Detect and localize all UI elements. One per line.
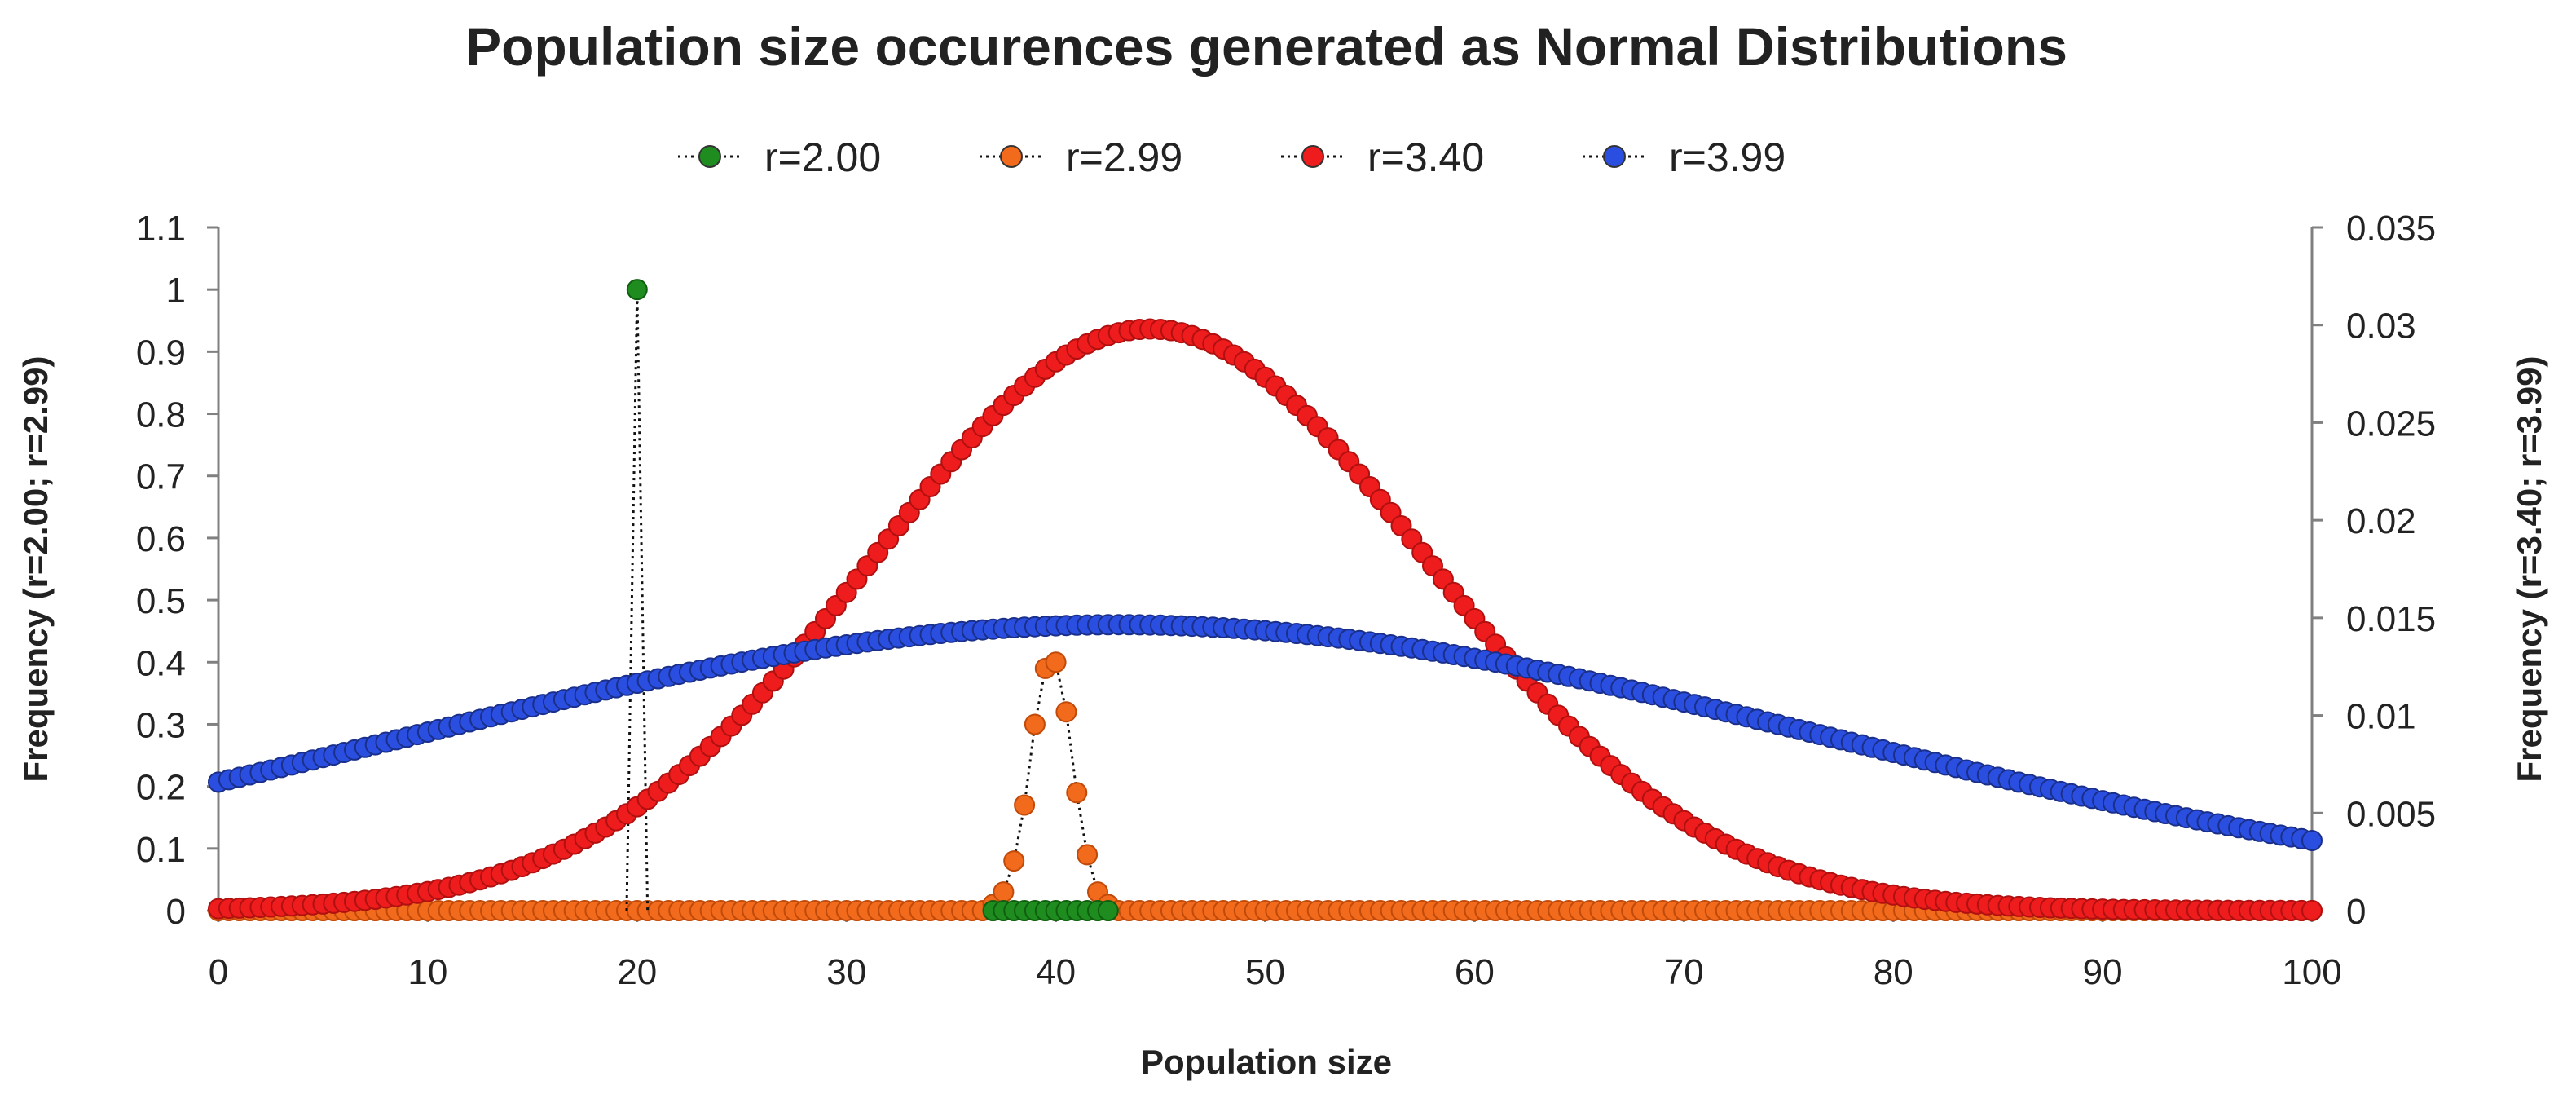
y-left-tick-label: 0: [166, 892, 186, 932]
x-tick-label: 40: [1036, 952, 1076, 992]
data-point: [1097, 900, 1119, 921]
y-right-tick-label: 0.035: [2346, 209, 2436, 249]
y-right-tick-label: 0.01: [2346, 697, 2416, 737]
series-r-3-40: [208, 318, 2323, 921]
y-axis-left-title: Frequency (r=2.00; r=2.99): [16, 356, 55, 783]
data-point: [1077, 844, 1099, 866]
x-tick-label: 90: [2083, 952, 2123, 992]
legend-item: r=2.99: [980, 135, 1182, 180]
legend-item: r=2.00: [678, 135, 881, 180]
x-tick-label: 30: [826, 952, 866, 992]
legend-label: r=2.00: [764, 135, 881, 180]
y-left-tick-label: 0.9: [136, 333, 186, 373]
series-line: [218, 623, 2313, 842]
y-left-tick-label: 0.8: [136, 395, 186, 435]
series-r-2-00: [625, 279, 1119, 921]
data-point: [1045, 651, 1067, 673]
legend-marker: [1603, 145, 1626, 168]
data-point: [1024, 713, 1046, 735]
y-right-tick-label: 0.025: [2346, 404, 2436, 443]
legend: r=2.00 r=2.99 r=3.40 r=3.99: [678, 135, 1786, 180]
series-r-3-99: [208, 614, 2323, 851]
y-left-tick-label: 1.1: [136, 209, 186, 249]
legend-marker: [698, 145, 721, 168]
y-left-tick-label: 0.3: [136, 705, 186, 745]
y-left-tick-label: 0.7: [136, 457, 186, 497]
data-point: [993, 881, 1015, 903]
y-right-tick-label: 0.015: [2346, 599, 2436, 639]
y-left-tick-label: 0.4: [136, 643, 186, 683]
y-left-tick-label: 0.6: [136, 519, 186, 559]
x-tick-label: 70: [1664, 952, 1704, 992]
series-line: [218, 327, 2312, 912]
data-point: [626, 279, 648, 301]
x-axis-title: Population size: [1141, 1043, 1392, 1081]
legend-label: r=3.40: [1367, 135, 1484, 180]
legend-label: r=2.99: [1066, 135, 1182, 180]
axis-ticks: 0 10 20 30 40 50 60 70 80 90 10000.10.20.30.40.50.…: [136, 209, 2436, 992]
x-tick-label: 80: [1874, 952, 1913, 992]
series-layer: [208, 279, 2323, 921]
legend-item: r=3.40: [1281, 135, 1484, 180]
y-right-tick-label: 0.005: [2346, 794, 2436, 834]
y-right-tick-label: 0: [2346, 892, 2366, 932]
data-point: [1066, 782, 1088, 804]
legend-label: r=3.99: [1669, 135, 1786, 180]
x-tick-label: 60: [1455, 952, 1495, 992]
x-tick-label: 100: [2282, 952, 2341, 992]
y-right-tick-label: 0.02: [2346, 501, 2416, 541]
x-tick-label: 20: [617, 952, 657, 992]
y-left-tick-label: 0.1: [136, 830, 186, 870]
data-point: [1003, 850, 1025, 872]
legend-item: r=3.99: [1583, 135, 1786, 180]
y-axis-right-title: Frequency (r=3.40; r=3.99): [2510, 356, 2548, 783]
y-right-tick-label: 0.03: [2346, 307, 2416, 346]
x-tick-label: 10: [407, 952, 447, 992]
data-point: [2301, 830, 2323, 851]
x-tick-label: 50: [1245, 952, 1285, 992]
x-tick-label: 0: [209, 952, 228, 992]
y-left-tick-label: 0.2: [136, 768, 186, 808]
y-left-tick-label: 1: [166, 271, 186, 311]
data-point: [1014, 794, 1036, 816]
chart-title: Population size occurences generated as …: [465, 16, 2067, 77]
legend-marker: [1000, 145, 1023, 168]
y-left-tick-label: 0.5: [136, 581, 186, 621]
data-point: [1055, 701, 1077, 723]
data-point: [2301, 899, 2323, 921]
legend-marker: [1301, 145, 1324, 168]
